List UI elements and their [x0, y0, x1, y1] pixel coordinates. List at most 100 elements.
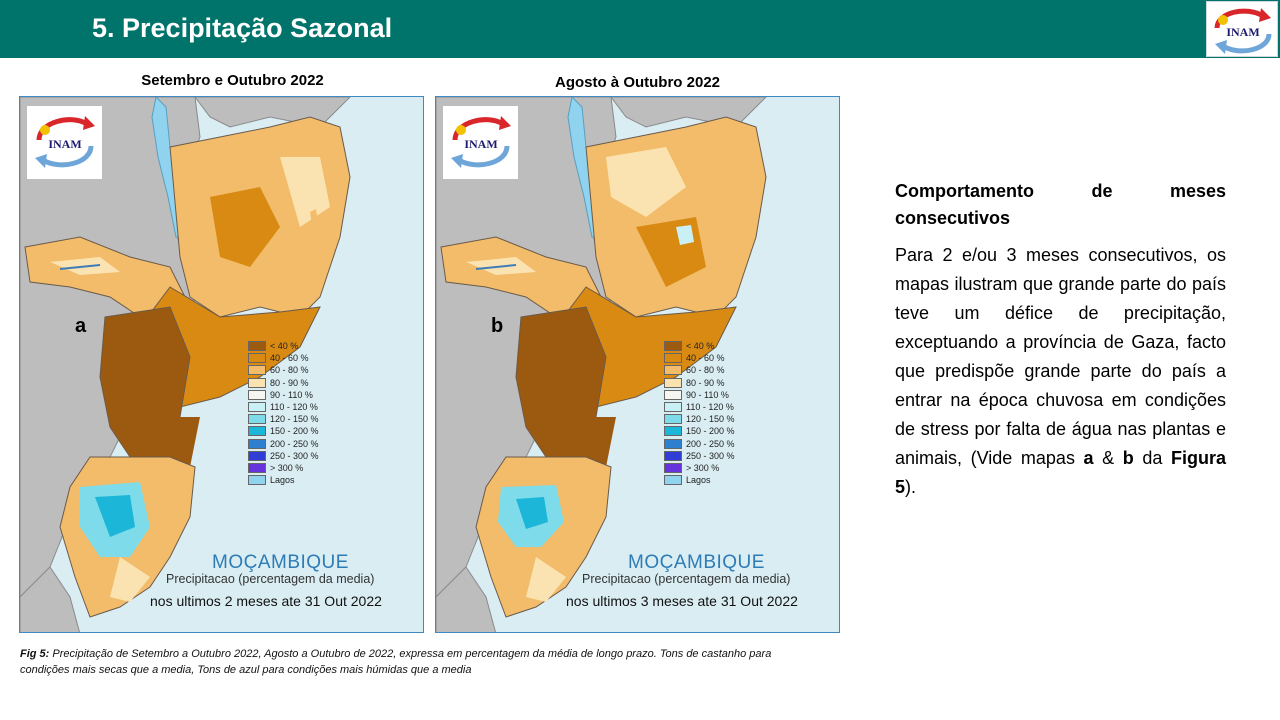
map-a-panel: INAM a < 40 % 40 - 60 % 60 - 80 % 80 - 9… [19, 96, 424, 633]
legend-swatch [248, 450, 266, 461]
legend-swatch [248, 462, 266, 473]
legend-row: 250 - 300 % [248, 450, 319, 462]
side-heading: Comportamento de meses consecutivos [895, 178, 1226, 232]
map-b-title: Agosto à Outubro 2022 [554, 74, 721, 91]
side-bold-a: a [1083, 448, 1094, 468]
legend-swatch [248, 402, 266, 413]
legend-label: 120 - 150 % [686, 414, 735, 425]
legend-label: < 40 % [686, 341, 715, 352]
legend-label: 150 - 200 % [686, 426, 735, 437]
svg-text:INAM: INAM [48, 137, 81, 151]
legend-label: 80 - 90 % [270, 377, 309, 388]
side-body-text: da [1133, 448, 1171, 468]
legend-swatch [664, 438, 682, 449]
legend-row: 110 - 120 % [664, 401, 735, 413]
legend-row: 80 - 90 % [664, 377, 735, 389]
legend-row: < 40 % [664, 340, 735, 352]
legend-label: 110 - 120 % [270, 402, 318, 413]
legend-label: Lagos [686, 475, 711, 486]
legend-swatch [664, 462, 682, 473]
legend-label: 250 - 300 % [270, 450, 319, 461]
legend-row: 120 - 150 % [248, 413, 319, 425]
legend-label: 250 - 300 % [686, 450, 735, 461]
legend-label: 150 - 200 % [270, 426, 319, 437]
legend-swatch [248, 377, 266, 388]
inam-logo: INAM [1206, 1, 1278, 57]
map-b-panel: INAM b < 40 % 40 - 60 % 60 - 80 % 80 - 9… [435, 96, 840, 633]
side-body-text: Para 2 e/ou 3 meses consecutivos, os map… [895, 245, 1226, 468]
map-a-title: Setembro e Outubro 2022 [141, 72, 324, 89]
legend-row: 110 - 120 % [248, 401, 319, 413]
legend-row: 200 - 250 % [248, 438, 319, 450]
legend-row: 60 - 80 % [664, 364, 735, 376]
svg-text:INAM: INAM [464, 137, 497, 151]
legend-row: 60 - 80 % [248, 364, 319, 376]
inam-logo-icon: INAM [35, 116, 95, 168]
inam-logo-icon: INAM [451, 116, 511, 168]
legend-swatch [248, 438, 266, 449]
map-a-legend: < 40 % 40 - 60 % 60 - 80 % 80 - 90 % 90 … [248, 340, 319, 486]
legend-swatch [664, 414, 682, 425]
inam-logo-icon: INAM [1214, 8, 1272, 54]
legend-label: 80 - 90 % [686, 377, 725, 388]
legend-swatch [664, 365, 682, 376]
map-b-letter: b [491, 315, 504, 337]
map-b-graphic [436, 97, 767, 632]
legend-swatch [248, 353, 266, 364]
legend-row: 90 - 110 % [664, 389, 735, 401]
legend-swatch [664, 402, 682, 413]
side-bold-b: b [1122, 448, 1134, 468]
side-heading-line1: Comportamento de meses [895, 181, 1226, 201]
legend-label: 200 - 250 % [686, 438, 735, 449]
legend-label: 60 - 80 % [686, 365, 725, 376]
legend-row: 80 - 90 % [248, 377, 319, 389]
side-heading-line2: consecutivos [895, 208, 1011, 228]
page-title: 5. Precipitação Sazonal [92, 13, 393, 43]
legend-label: > 300 % [270, 462, 304, 473]
legend-label: 90 - 110 % [686, 389, 729, 400]
legend-row: 120 - 150 % [664, 413, 735, 425]
map-b-country: MOÇAMBIQUE [628, 552, 765, 573]
legend-label: 60 - 80 % [270, 365, 309, 376]
map-a-country: MOÇAMBIQUE [212, 552, 349, 573]
legend-swatch [248, 389, 266, 400]
legend-label: 110 - 120 % [686, 402, 734, 413]
side-bold-figure: Figura 5 [895, 448, 1226, 497]
side-amp: & [1093, 448, 1123, 468]
legend-row: Lagos [248, 474, 319, 486]
map-a-letter: a [75, 315, 87, 337]
legend-swatch [248, 414, 266, 425]
legend-swatch [248, 426, 266, 437]
legend-label: > 300 % [686, 462, 720, 473]
side-body-text: ). [905, 477, 917, 497]
map-b-logo: INAM [443, 106, 518, 179]
legend-row: > 300 % [248, 462, 319, 474]
legend-swatch [664, 475, 682, 486]
caption-text: Precipitação de Setembro a Outubro 2022,… [20, 648, 772, 676]
map-b-period: nos ultimos 3 meses ate 31 Out 2022 [566, 593, 798, 609]
legend-row: 250 - 300 % [664, 450, 735, 462]
legend-row: 40 - 60 % [664, 352, 735, 364]
map-b-subtitle: Precipitacao (percentagem da media) [582, 572, 791, 586]
legend-swatch [664, 426, 682, 437]
legend-row: < 40 % [248, 340, 319, 352]
legend-row: 150 - 200 % [664, 425, 735, 437]
side-body: Para 2 e/ou 3 meses consecutivos, os map… [895, 241, 1226, 502]
legend-label: 200 - 250 % [270, 438, 319, 449]
legend-label: 120 - 150 % [270, 414, 319, 425]
legend-swatch [664, 450, 682, 461]
legend-label: 40 - 60 % [270, 353, 309, 364]
legend-label: < 40 % [270, 341, 299, 352]
legend-label: 90 - 110 % [270, 389, 313, 400]
legend-row: 200 - 250 % [664, 438, 735, 450]
map-a-graphic [20, 97, 351, 632]
legend-label: 40 - 60 % [686, 353, 725, 364]
map-a-subtitle: Precipitacao (percentagem da media) [166, 572, 375, 586]
legend-row: 90 - 110 % [248, 389, 319, 401]
map-a-period: nos ultimos 2 meses ate 31 Out 2022 [150, 593, 382, 609]
map-a-logo: INAM [27, 106, 102, 179]
figure-caption: Fig 5: Precipitação de Setembro a Outubr… [20, 646, 790, 678]
map-b-legend: < 40 % 40 - 60 % 60 - 80 % 80 - 90 % 90 … [664, 340, 735, 486]
legend-row: > 300 % [664, 462, 735, 474]
legend-row: 150 - 200 % [248, 425, 319, 437]
